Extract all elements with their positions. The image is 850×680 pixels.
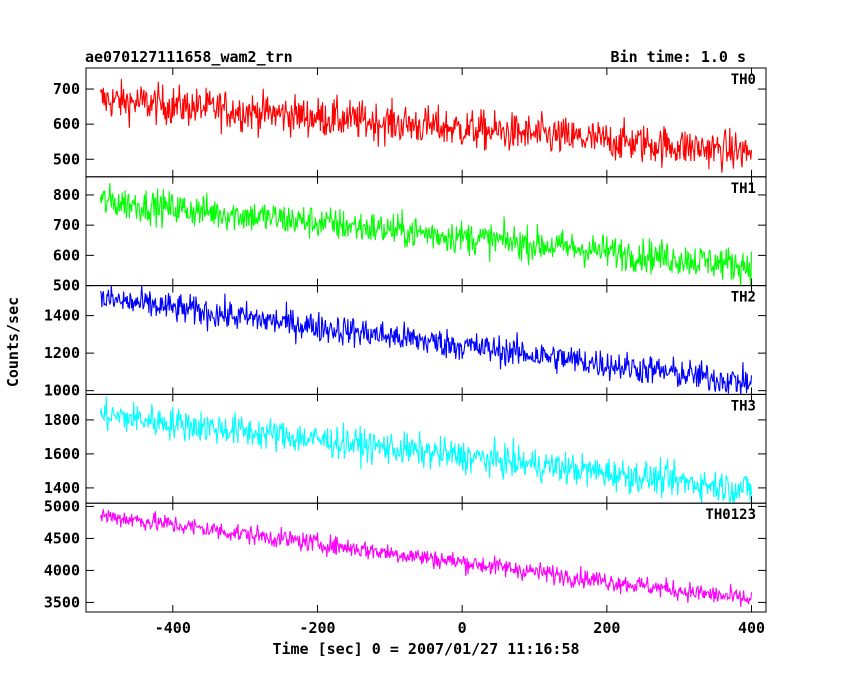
x-axis: -400 -200 0 200 400 (155, 619, 765, 637)
chart-title: ae070127111658_wam2_trn (85, 48, 293, 66)
y-tick-label: 1600 (44, 445, 80, 463)
y-tick-label: 600 (53, 115, 80, 133)
y-axis-label: Counts/sec (4, 297, 22, 387)
bin-time-label: Bin time: 1.0 s (611, 48, 746, 66)
panels-group: 500 600 700 TH0 500 600 700 800 TH1 1000 1200 1400 T… (44, 67, 767, 613)
y-tick-label: 500 (53, 277, 80, 295)
panel-frame (85, 502, 767, 613)
series-line-th1 (99, 183, 753, 286)
y-tick-label: 4000 (44, 561, 80, 579)
x-tick-label: 0 (458, 619, 467, 637)
y-tick-label: 1400 (44, 479, 80, 497)
x-tick-label: -200 (299, 619, 335, 637)
x-axis-label: Time [sec] 0 = 2007/01/27 11:16:58 (272, 640, 579, 658)
panel-label: TH1 (731, 181, 756, 197)
y-tick-label: 1400 (44, 307, 80, 325)
panel-label: TH0 (731, 72, 756, 88)
series-line-th0 (99, 78, 753, 173)
series-line-th3 (99, 396, 753, 504)
panel-label: TH3 (731, 398, 756, 414)
y-tick-label: 3500 (44, 593, 80, 611)
panel-label: TH0123 (705, 507, 756, 523)
y-tick-label: 700 (53, 80, 80, 98)
panel-th3: 1400 1600 1800 TH3 (44, 393, 767, 504)
y-tick-label: 700 (53, 216, 80, 234)
x-tick-label: -400 (155, 619, 191, 637)
y-tick-label: 1000 (44, 382, 80, 400)
x-tick-label: 200 (593, 619, 620, 637)
y-tick-label: 1800 (44, 411, 80, 429)
y-tick-label: 4500 (44, 529, 80, 547)
series-line-th0123 (99, 509, 753, 607)
series-line-th2 (99, 285, 753, 395)
panel-th1: 500 600 700 800 TH1 (53, 176, 767, 295)
panel-th0: 500 600 700 TH0 (53, 67, 767, 178)
panel-label: TH2 (731, 290, 756, 306)
y-tick-label: 500 (53, 150, 80, 168)
y-tick-label: 800 (53, 186, 80, 204)
y-tick-label: 600 (53, 246, 80, 264)
x-tick-label: 400 (738, 619, 765, 637)
y-tick-label: 1200 (44, 344, 80, 362)
y-tick-label: 5000 (44, 497, 80, 515)
panel-th0123: 3500 4000 4500 5000 TH0123 (44, 497, 767, 613)
panel-th2: 1000 1200 1400 TH2 (44, 285, 767, 400)
